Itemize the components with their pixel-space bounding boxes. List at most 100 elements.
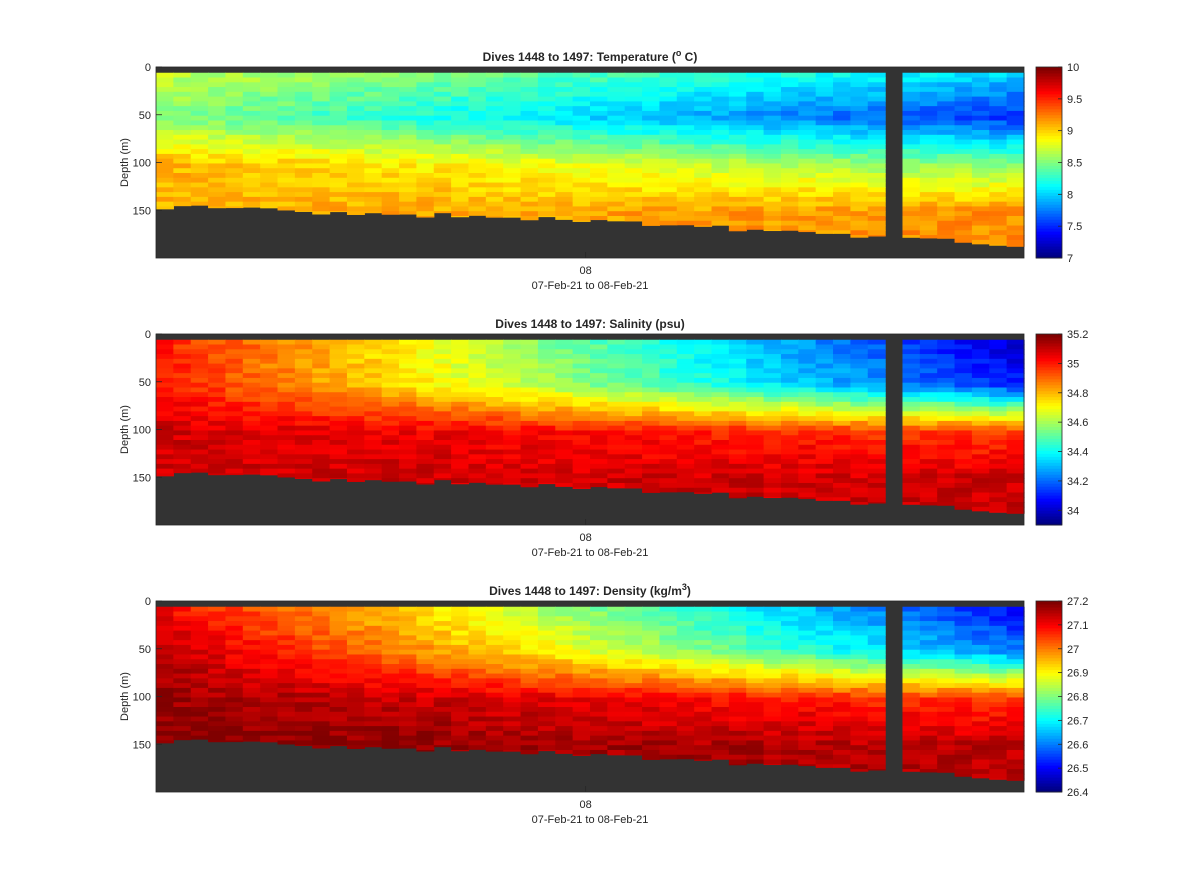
- heatmap-cell: [590, 435, 608, 441]
- heatmap-cell: [746, 392, 765, 398]
- heatmap-cell: [520, 182, 539, 188]
- heatmap-cell: [694, 616, 713, 622]
- heatmap-cell: [156, 726, 174, 732]
- heatmap-cell: [902, 449, 921, 455]
- heatmap-cell: [624, 745, 643, 751]
- heatmap-cell: [312, 134, 331, 141]
- heatmap-cell: [294, 449, 313, 455]
- heatmap-cell: [763, 120, 782, 126]
- heatmap-cell: [537, 177, 556, 184]
- heatmap-cell: [381, 707, 400, 713]
- heatmap-cell: [728, 130, 747, 136]
- heatmap-cell: [711, 745, 730, 751]
- heatmap-cell: [416, 354, 435, 360]
- heatmap-cell: [798, 449, 817, 455]
- heatmap-cell: [624, 611, 643, 617]
- heatmap-cell: [989, 110, 1008, 117]
- heatmap-cell: [381, 110, 400, 117]
- heatmap-cell: [919, 726, 938, 732]
- heatmap-cell: [971, 397, 990, 403]
- heatmap-cell: [242, 621, 261, 627]
- colorbar-swatch: [1036, 334, 1062, 338]
- heatmap-cell: [746, 87, 765, 93]
- heatmap-cell: [329, 716, 348, 722]
- heatmap-cell: [694, 449, 713, 455]
- heatmap-cell: [902, 430, 921, 436]
- heatmap-cell: [364, 440, 383, 446]
- heatmap-cell: [624, 649, 643, 656]
- heatmap-cell: [659, 382, 678, 389]
- heatmap-cell: [989, 115, 1008, 122]
- heatmap-cell: [850, 339, 869, 346]
- heatmap-cell: [746, 487, 765, 494]
- heatmap-cell: [277, 425, 296, 432]
- heatmap-cell: [468, 363, 487, 369]
- heatmap-cell: [746, 96, 765, 102]
- heatmap-cell: [485, 606, 504, 613]
- colorbar-swatch: [1036, 714, 1062, 718]
- heatmap-cell: [451, 745, 470, 751]
- heatmap-cell: [642, 77, 661, 83]
- heatmap-cell: [433, 382, 452, 389]
- heatmap-cell: [399, 473, 417, 479]
- heatmap-cell: [225, 406, 244, 412]
- heatmap-cell: [937, 444, 956, 451]
- heatmap-cell: [242, 173, 261, 179]
- heatmap-cell: [798, 201, 817, 208]
- heatmap-cell: [364, 373, 383, 379]
- heatmap-cell: [624, 478, 643, 484]
- heatmap-cell: [728, 616, 747, 622]
- heatmap-cell: [364, 192, 383, 198]
- heatmap-cell: [416, 177, 435, 184]
- heatmap-cell: [1006, 106, 1025, 112]
- heatmap-cell: [364, 87, 383, 93]
- heatmap-cell: [642, 683, 661, 689]
- colorbar-swatch: [1036, 636, 1062, 641]
- heatmap-cell: [937, 740, 956, 746]
- heatmap-cell: [503, 749, 522, 752]
- heatmap-cell: [381, 644, 400, 651]
- colorbar-swatch: [1036, 357, 1062, 362]
- heatmap-cell: [763, 425, 782, 432]
- heatmap-cell: [919, 149, 938, 155]
- heatmap-cell: [242, 187, 261, 193]
- heatmap-cell: [833, 730, 851, 737]
- colorbar: 77.588.599.510: [1035, 62, 1082, 265]
- heatmap-cell: [208, 463, 227, 470]
- heatmap-cell: [971, 616, 990, 622]
- heatmap-cell: [346, 377, 365, 384]
- heatmap-cell: [520, 382, 539, 389]
- heatmap-cell: [659, 149, 678, 155]
- heatmap-cell: [485, 377, 504, 384]
- heatmap-cell: [312, 659, 331, 665]
- heatmap-cell: [451, 344, 470, 350]
- heatmap-cell: [763, 130, 782, 136]
- heatmap-cell: [555, 153, 574, 160]
- colorbar-swatch: [1036, 621, 1062, 626]
- heatmap-cell: [989, 187, 1008, 193]
- heatmap-cell: [659, 459, 678, 465]
- heatmap-cell: [867, 110, 886, 117]
- heatmap-cell: [954, 182, 973, 188]
- heatmap-cell: [225, 125, 244, 131]
- heatmap-cell: [676, 363, 695, 369]
- heatmap-cell: [624, 707, 643, 713]
- heatmap-cell: [780, 492, 799, 498]
- heatmap-cell: [763, 87, 782, 93]
- heatmap-cell: [225, 158, 244, 165]
- heatmap-cell: [208, 377, 227, 384]
- heatmap-cell: [346, 726, 365, 732]
- heatmap-cell: [694, 187, 713, 193]
- heatmap-cell: [242, 449, 261, 455]
- heatmap-cell: [329, 87, 348, 93]
- heatmap-cell: [728, 654, 747, 660]
- heatmap-cell: [208, 468, 227, 475]
- heatmap-cell: [242, 397, 261, 403]
- heatmap-cell: [329, 711, 348, 718]
- heatmap-cell: [451, 387, 470, 393]
- heatmap-cell: [294, 740, 313, 746]
- heatmap-cell: [798, 707, 817, 713]
- heatmap-cell: [746, 182, 765, 188]
- heatmap-cell: [156, 363, 174, 369]
- heatmap-cell: [364, 382, 383, 389]
